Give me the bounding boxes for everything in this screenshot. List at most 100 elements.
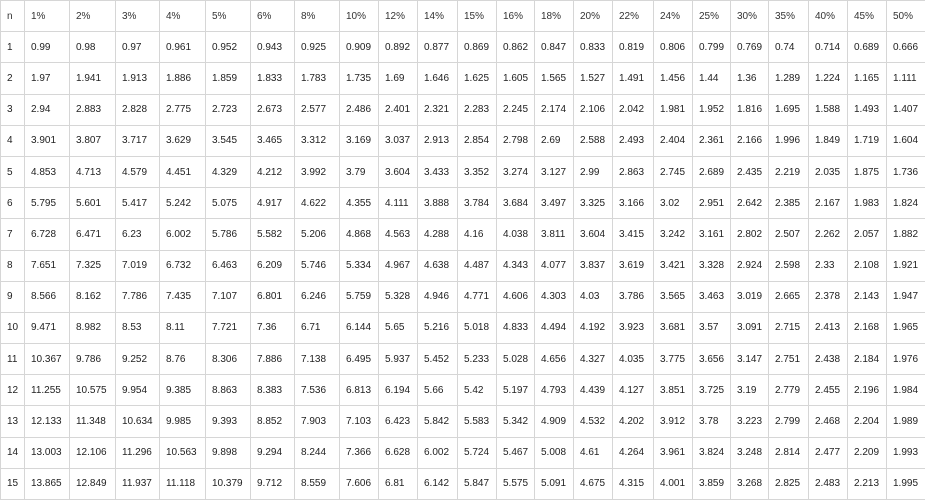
factor-cell: 3.775	[653, 343, 693, 376]
table-row: 2 1.97 1.941 1.913 1.886 1.859 1.833 1.783 1.735…	[0, 62, 925, 95]
factor-cell: 3.037	[378, 124, 418, 157]
factor-cell: 4.532	[573, 405, 613, 438]
factor-cell: 2.174	[534, 93, 574, 126]
factor-cell: 1.44	[692, 62, 731, 95]
period-cell: 14	[0, 436, 25, 469]
table-row: 10 9.471 8.982 8.53 8.11 7.721 7.36 6.71 6.144 5.…	[0, 311, 925, 345]
factor-cell: 11.937	[115, 467, 160, 500]
factor-cell: 2.184	[847, 343, 887, 376]
factor-cell: 3.161	[692, 218, 731, 251]
factor-cell: 2.33	[808, 249, 848, 282]
factor-cell: 9.252	[115, 343, 160, 376]
factor-cell: 2.483	[808, 467, 848, 500]
factor-cell: 2.913	[417, 124, 458, 157]
factor-cell: 3.888	[417, 187, 458, 220]
factor-cell: 5.216	[417, 311, 458, 345]
factor-cell: 4.563	[378, 218, 418, 251]
factor-cell: 2.99	[573, 155, 613, 189]
factor-cell: 1.493	[847, 93, 887, 126]
factor-cell: 1.289	[768, 62, 809, 95]
factor-cell: 5.786	[205, 218, 251, 251]
factor-cell: 4.329	[205, 155, 251, 189]
factor-cell: 5.842	[417, 405, 458, 438]
factor-cell: 0.819	[612, 31, 654, 64]
factor-cell: 2.204	[847, 405, 887, 438]
factor-cell: 3.725	[692, 374, 731, 407]
factor-cell: 4.622	[294, 187, 340, 220]
factor-cell: 2.69	[534, 124, 574, 157]
factor-cell: 3.421	[653, 249, 693, 282]
factor-cell: 1.947	[886, 280, 925, 313]
column-header: 5%	[205, 0, 251, 33]
factor-cell: 3.415	[612, 218, 654, 251]
factor-cell: 0.799	[692, 31, 731, 64]
factor-cell: 2.689	[692, 155, 731, 189]
factor-cell: 5.65	[378, 311, 418, 345]
factor-cell: 4.038	[496, 218, 535, 251]
factor-cell: 10.367	[24, 343, 70, 376]
factor-cell: 1.695	[768, 93, 809, 126]
factor-cell: 8.863	[205, 374, 251, 407]
column-header: 30%	[730, 0, 769, 33]
factor-cell: 7.536	[294, 374, 340, 407]
factor-cell: 5.075	[205, 187, 251, 220]
factor-cell: 6.23	[115, 218, 160, 251]
factor-cell: 5.583	[457, 405, 497, 438]
factor-cell: 3.248	[730, 436, 769, 469]
factor-cell: 4.853	[24, 155, 70, 189]
factor-cell: 3.02	[653, 187, 693, 220]
table-row: 9 8.566 8.162 7.786 7.435 7.107 6.801 6.246 5.75…	[0, 280, 925, 313]
factor-cell: 7.435	[159, 280, 206, 313]
factor-cell: 5.242	[159, 187, 206, 220]
factor-cell: 7.651	[24, 249, 70, 282]
factor-cell: 4.868	[339, 218, 379, 251]
factor-cell: 8.53	[115, 311, 160, 345]
factor-cell: 0.806	[653, 31, 693, 64]
factor-cell: 8.244	[294, 436, 340, 469]
factor-cell: 1.527	[573, 62, 613, 95]
factor-cell: 6.246	[294, 280, 340, 313]
factor-cell: 2.723	[205, 93, 251, 126]
factor-cell: 5.206	[294, 218, 340, 251]
factor-cell: 5.582	[250, 218, 295, 251]
factor-cell: 2.828	[115, 93, 160, 126]
table-row: 12 11.255 10.575 9.954 9.385 8.863 8.383 7.536 6…	[0, 374, 925, 407]
factor-cell: 4.579	[115, 155, 160, 189]
factor-cell: 3.497	[534, 187, 574, 220]
period-cell: 9	[0, 280, 25, 313]
factor-cell: 3.656	[692, 343, 731, 376]
factor-cell: 2.799	[768, 405, 809, 438]
factor-cell: 2.361	[692, 124, 731, 157]
factor-cell: 10.634	[115, 405, 160, 438]
factor-cell: 3.565	[653, 280, 693, 313]
factor-cell: 1.605	[496, 62, 535, 95]
factor-cell: 3.57	[692, 311, 731, 345]
factor-cell: 4.212	[250, 155, 295, 189]
factor-cell: 3.78	[692, 405, 731, 438]
factor-cell: 2.401	[378, 93, 418, 126]
factor-cell: 5.008	[534, 436, 574, 469]
factor-cell: 1.882	[886, 218, 925, 251]
factor-cell: 12.106	[69, 436, 116, 469]
factor-cell: 7.606	[339, 467, 379, 500]
factor-cell: 2.642	[730, 187, 769, 220]
factor-cell: 2.775	[159, 93, 206, 126]
factor-cell: 1.735	[339, 62, 379, 95]
factor-cell: 6.813	[339, 374, 379, 407]
factor-cell: 7.36	[250, 311, 295, 345]
period-cell: 7	[0, 218, 25, 251]
factor-cell: 2.209	[847, 436, 887, 469]
factor-cell: 2.94	[24, 93, 70, 126]
table-row: 1 0.99 0.98 0.97 0.961 0.952 0.943 0.925 0.909 0.…	[0, 31, 925, 64]
factor-cell: 5.452	[417, 343, 458, 376]
period-cell: 4	[0, 124, 25, 157]
factor-cell: 7.138	[294, 343, 340, 376]
factor-cell: 8.852	[250, 405, 295, 438]
table-row: 3 2.94 2.883 2.828 2.775 2.723 2.673 2.577 2.486…	[0, 93, 925, 126]
factor-cell: 5.417	[115, 187, 160, 220]
factor-cell: 1.588	[808, 93, 848, 126]
factor-cell: 1.97	[24, 62, 70, 95]
factor-cell: 1.993	[886, 436, 925, 469]
factor-cell: 1.565	[534, 62, 574, 95]
factor-cell: 6.801	[250, 280, 295, 313]
